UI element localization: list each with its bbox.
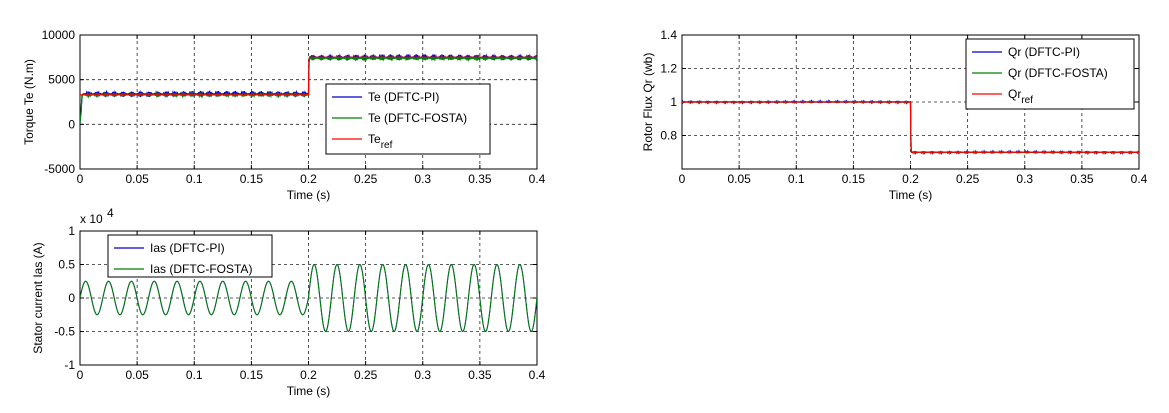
plot-lines [80, 53, 537, 125]
x-tick-label: 0.3 [414, 172, 431, 186]
x-tick-label: 0 [679, 172, 686, 186]
x-axis-label: Time (s) [889, 188, 933, 202]
chart-torque: 0 0.05 0.1 0.15 0.2 0.25 0.3 0.35 0.4-5000050001… [22, 28, 546, 202]
y-tick-label: -1 [64, 358, 75, 372]
y-tick-label: 0 [68, 117, 75, 131]
legend: Ias (DFTC-PI) Ias (DFTC-FOSTA) [107, 234, 273, 278]
y-tick-label: 10000 [42, 28, 76, 42]
legend-entry: Ias (DFTC-PI) [150, 241, 225, 255]
x-tick-label: 0.2 [902, 172, 919, 186]
y-tick-label: -0.5 [54, 325, 75, 339]
y-tick-label: 1 [68, 224, 75, 238]
y-tick-label: 0.8 [660, 129, 677, 143]
legend: Te (DFTC-PI)Te (DFTC-FOSTA)Teref [325, 83, 491, 155]
x-axis-label: Time (s) [287, 384, 331, 398]
x-tick-label: 0.3 [414, 368, 431, 382]
plot-lines [80, 263, 537, 333]
y-tick-label: 0 [68, 291, 75, 305]
plot-lines [682, 99, 1139, 156]
x-tick-label: 0.4 [529, 368, 546, 382]
chart-current: 0 0.05 0.1 0.15 0.2 0.25 0.3 0.35 0.4 -1 -0.5 0 0.5 1… [31, 206, 546, 398]
legend-entry: Qr (DFTC-PI) [1008, 45, 1080, 59]
legend-entry: Te (DFTC-PI) [368, 90, 439, 104]
legend-box [107, 234, 273, 278]
x-axis-label: Time (s) [287, 188, 331, 202]
legend-entry: Qr (DFTC-FOSTA) [1008, 66, 1108, 80]
y-tick-label: -5000 [44, 162, 75, 176]
x-tick-label: 0.2 [300, 368, 317, 382]
x-tick-label: 0.35 [468, 368, 492, 382]
x-tick-label: 0.1 [186, 172, 203, 186]
legend-entry: Ias (DFTC-FOSTA) [150, 262, 252, 276]
x-tick-label: 0.2 [300, 172, 317, 186]
x-tick-label: 0.05 [125, 368, 149, 382]
series-line-2 [682, 101, 1139, 153]
y-scale-label: x 10 [80, 212, 103, 226]
series-line-2 [80, 56, 537, 96]
x-tick-label: 0.3 [1016, 172, 1033, 186]
x-tick-label: 0.25 [354, 172, 378, 186]
x-tick-label: 0.25 [956, 172, 980, 186]
chart-flux: 0 0.05 0.1 0.15 0.2 0.25 0.3 0.35 0.4 0.8 1 1.2 1.4 T… [641, 28, 1148, 202]
y-axis-label: Torque Te (N.m) [22, 59, 36, 145]
series-line-1 [80, 263, 537, 333]
x-tick-label: 0.1 [186, 368, 203, 382]
x-tick-label: 0 [77, 172, 84, 186]
x-tick-label: 0.4 [1131, 172, 1148, 186]
x-tick-label: 0.35 [1070, 172, 1094, 186]
x-tick-label: 0.05 [125, 172, 149, 186]
x-tick-label: 0.05 [727, 172, 751, 186]
legend-entry: Te (DFTC-FOSTA) [368, 111, 467, 125]
y-tick-label: 1 [670, 95, 677, 109]
legend-box [965, 38, 1135, 110]
x-tick-label: 0.15 [240, 368, 264, 382]
legend: Qr (DFTC-PI)Qr (DFTC-FOSTA)Qrref [965, 38, 1135, 110]
x-tick-label: 0.1 [788, 172, 805, 186]
y-tick-label: 1.4 [660, 28, 677, 42]
y-tick-label: 0.5 [58, 258, 75, 272]
x-tick-label: 0.25 [354, 368, 378, 382]
y-tick-label: 1.2 [660, 62, 677, 76]
x-tick-label: 0 [77, 368, 84, 382]
y-tick-label: 5000 [48, 73, 75, 87]
x-tick-label: 0.35 [468, 172, 492, 186]
x-tick-label: 0.4 [529, 172, 546, 186]
y-scale-exponent: 4 [107, 206, 114, 220]
y-axis-label: Rotor Flux Qr (wb) [641, 53, 655, 152]
legend-box [325, 83, 491, 155]
x-tick-label: 0.15 [842, 172, 866, 186]
y-axis-label: Stator current Ias (A) [31, 242, 45, 353]
x-tick-label: 0.15 [240, 172, 264, 186]
